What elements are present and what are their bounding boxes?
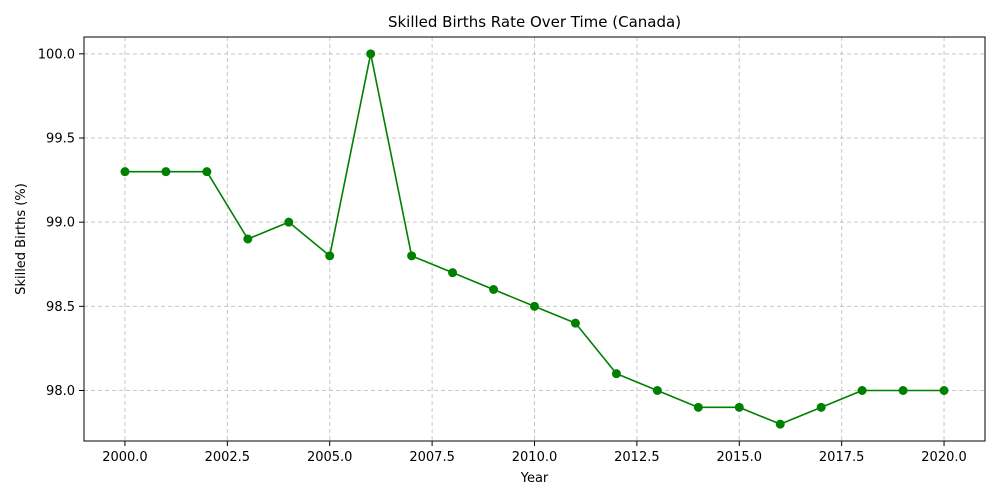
y-tick-label: 100.0 bbox=[38, 47, 75, 62]
chart-title: Skilled Births Rate Over Time (Canada) bbox=[388, 13, 681, 31]
data-point bbox=[448, 268, 458, 278]
data-point bbox=[120, 167, 130, 177]
data-point bbox=[243, 234, 253, 244]
data-point bbox=[898, 386, 908, 395]
y-axis: 98.0 98.5 99.0 99.5 100.0 bbox=[38, 47, 84, 399]
x-axis: 2000.0 2002.5 2005.0 2007.5 2010.0 2012.5 2015… bbox=[102, 441, 967, 465]
x-axis-label: Year bbox=[520, 471, 549, 486]
x-tick-label: 2007.5 bbox=[409, 450, 455, 465]
data-point bbox=[939, 386, 949, 395]
x-tick-label: 2000.0 bbox=[102, 450, 148, 465]
data-point bbox=[775, 419, 785, 429]
data-point bbox=[284, 217, 294, 227]
x-tick-label: 2020.0 bbox=[921, 450, 967, 465]
data-point bbox=[734, 402, 744, 412]
y-tick-label: 98.0 bbox=[46, 384, 75, 399]
data-point bbox=[857, 386, 867, 395]
y-tick-label: 98.5 bbox=[46, 300, 75, 315]
x-tick-label: 2002.5 bbox=[205, 450, 251, 465]
data-point bbox=[570, 318, 580, 328]
data-point bbox=[816, 402, 826, 412]
data-point bbox=[611, 369, 621, 379]
x-tick-label: 2012.5 bbox=[614, 450, 660, 465]
data-point bbox=[530, 301, 539, 311]
y-tick-label: 99.0 bbox=[46, 216, 75, 231]
data-point bbox=[366, 49, 376, 59]
series-group bbox=[120, 49, 949, 429]
grid-lines bbox=[84, 37, 985, 441]
data-point bbox=[161, 167, 171, 177]
data-point bbox=[652, 386, 662, 395]
y-tick-label: 99.5 bbox=[46, 132, 75, 147]
x-tick-label: 2017.5 bbox=[819, 450, 865, 465]
data-point bbox=[325, 251, 335, 261]
data-point bbox=[407, 251, 417, 261]
y-axis-label: Skilled Births (%) bbox=[14, 183, 29, 295]
x-tick-label: 2005.0 bbox=[307, 450, 353, 465]
x-tick-label: 2015.0 bbox=[717, 450, 763, 465]
x-tick-label: 2010.0 bbox=[512, 450, 558, 465]
data-point bbox=[489, 285, 499, 294]
data-point bbox=[202, 167, 212, 177]
data-point bbox=[693, 402, 703, 412]
